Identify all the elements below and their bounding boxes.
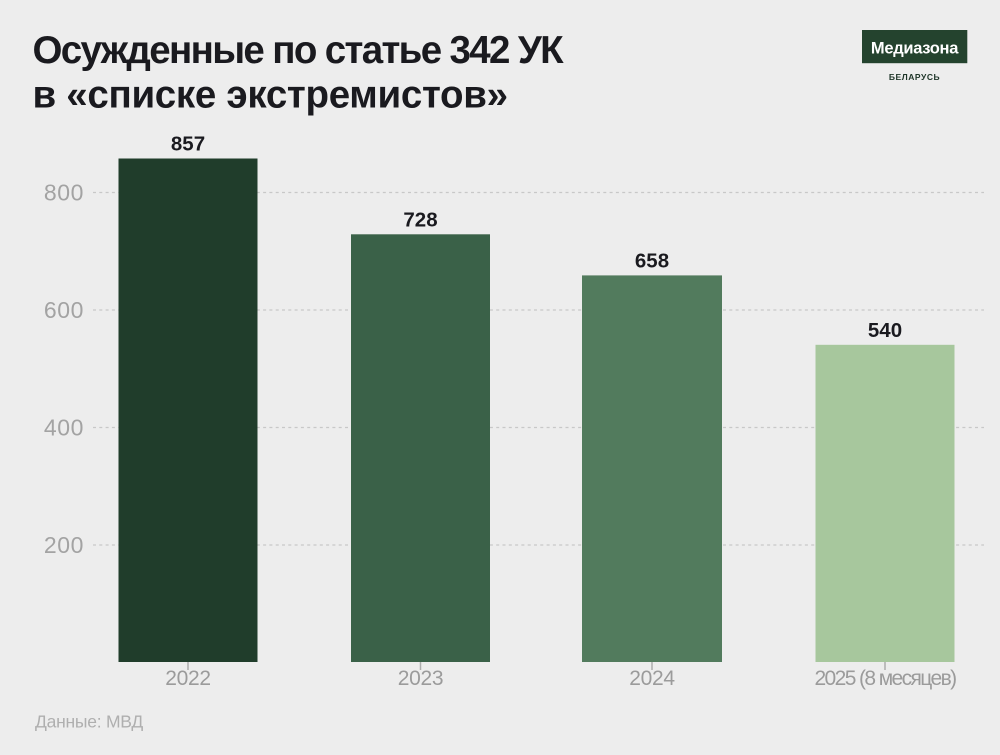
svg-text:728: 728 — [403, 208, 437, 231]
svg-text:800: 800 — [44, 180, 84, 206]
svg-text:в «списке экстремистов»: в «списке экстремистов» — [33, 73, 508, 116]
svg-text:857: 857 — [171, 133, 205, 156]
svg-text:540: 540 — [868, 319, 902, 342]
svg-text:Данные: МВД: Данные: МВД — [35, 712, 143, 732]
svg-text:200: 200 — [44, 532, 84, 558]
svg-text:2022: 2022 — [165, 667, 211, 690]
svg-text:Осужденные по статье 342 УК: Осужденные по статье 342 УК — [33, 29, 565, 72]
svg-text:Медиазона: Медиазона — [871, 39, 959, 57]
svg-text:2023: 2023 — [398, 667, 444, 690]
svg-text:600: 600 — [44, 297, 84, 323]
svg-text:400: 400 — [44, 415, 84, 441]
svg-text:658: 658 — [635, 249, 669, 272]
svg-text:2024: 2024 — [629, 667, 675, 690]
svg-text:2025 (8 месяцев): 2025 (8 месяцев) — [814, 667, 956, 690]
svg-text:БЕЛАРУСЬ: БЕЛАРУСЬ — [889, 72, 940, 82]
